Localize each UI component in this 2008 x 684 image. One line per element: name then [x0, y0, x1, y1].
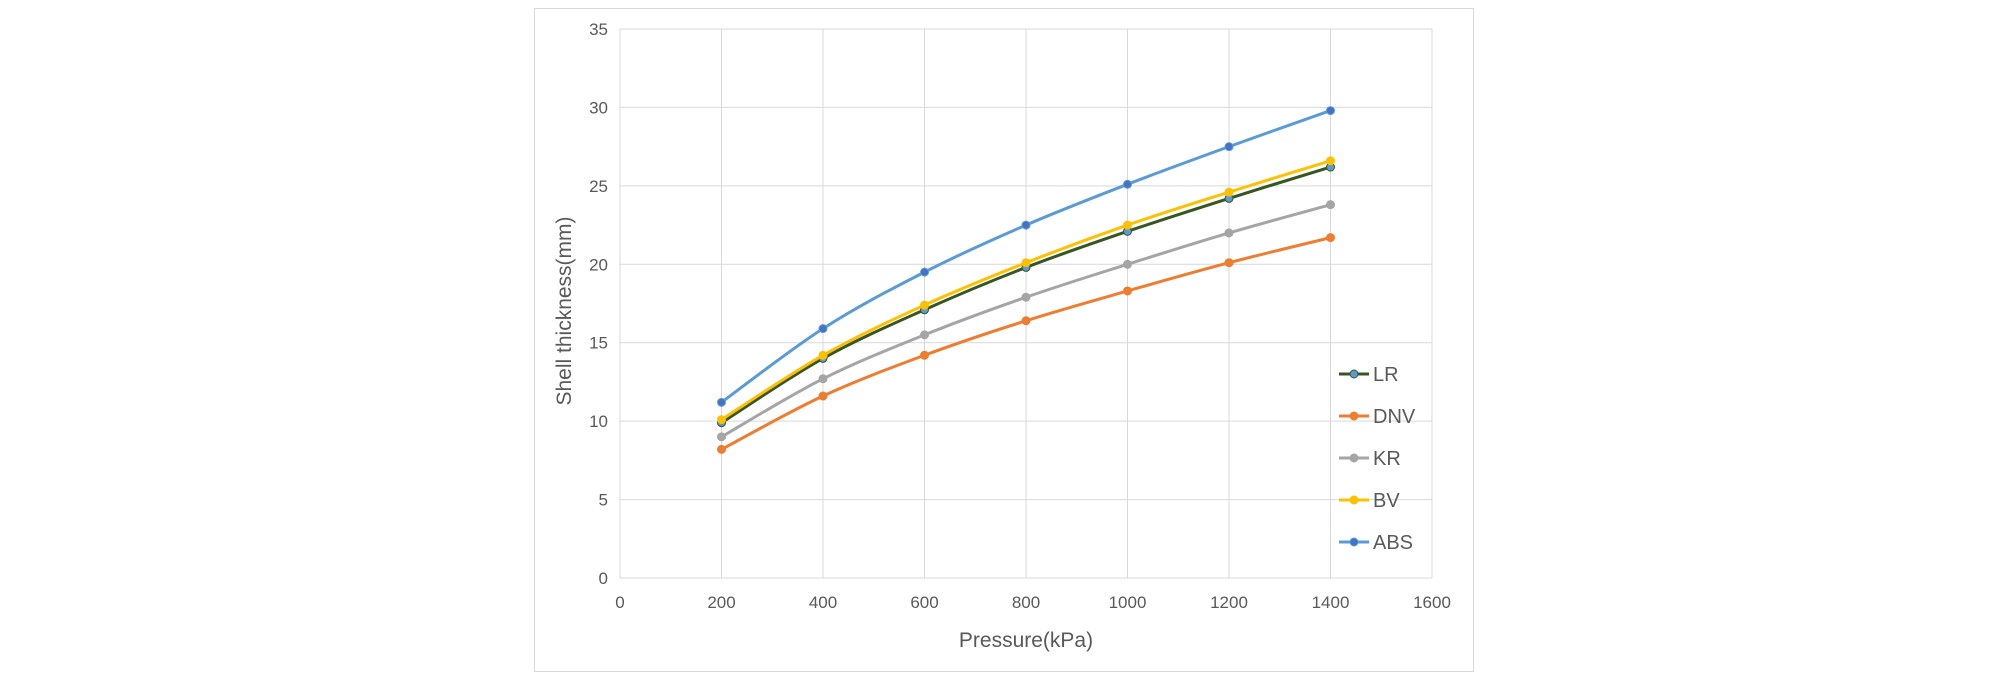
x-tick-label: 1600 — [1413, 593, 1451, 612]
legend-marker — [1349, 537, 1359, 547]
legend-marker — [1349, 369, 1359, 379]
data-point-bv — [717, 415, 726, 425]
legend-item-kr: KR — [1339, 448, 1401, 470]
legend-marker — [1349, 495, 1359, 505]
chart-area: 0 5 10 15 20 25 30 35 0 200 400 600 800 1000 1200 1400 1… — [534, 8, 1474, 672]
x-tick-label: 1400 — [1312, 593, 1350, 612]
y-tick-label: 35 — [589, 20, 608, 39]
legend-label: LR — [1373, 364, 1399, 386]
legend: LR DNV KR BV ABS — [1339, 364, 1416, 554]
data-point-abs — [1326, 106, 1335, 116]
data-point-abs — [818, 324, 828, 334]
data-point-dnv — [920, 350, 929, 360]
legend-label: DNV — [1373, 406, 1416, 428]
x-tick-label: 0 — [615, 593, 624, 612]
line-chart: 0 5 10 15 20 25 30 35 0 200 400 600 800 1000 1200 1400 1… — [553, 20, 1451, 652]
data-point-abs — [1021, 220, 1031, 230]
data-point-kr — [920, 330, 929, 340]
legend-label: ABS — [1373, 532, 1413, 554]
y-tick-label: 5 — [599, 491, 608, 510]
legend-label: BV — [1373, 490, 1400, 512]
legend-marker — [1349, 453, 1359, 463]
data-point-kr — [1021, 292, 1031, 302]
legend-item-bv: BV — [1339, 490, 1400, 512]
data-point-dnv — [1326, 233, 1335, 243]
legend-item-dnv: DNV — [1339, 406, 1416, 428]
y-axis-title: Shell thickness(mm) — [553, 216, 576, 405]
y-tick-label: 0 — [599, 569, 608, 588]
y-tick-label: 20 — [589, 255, 608, 274]
y-tick-label: 15 — [589, 334, 608, 353]
data-point-bv — [1326, 156, 1335, 166]
data-point-abs — [1224, 142, 1234, 152]
legend-label: KR — [1373, 448, 1401, 470]
x-tick-label: 800 — [1012, 593, 1040, 612]
data-point-abs — [717, 397, 726, 407]
data-point-bv — [818, 350, 828, 360]
series-dnv — [717, 233, 1335, 454]
data-point-dnv — [1021, 316, 1031, 326]
data-point-dnv — [1224, 258, 1234, 268]
y-tick-label: 30 — [589, 98, 608, 117]
data-point-kr — [1326, 200, 1335, 210]
data-point-bv — [1123, 220, 1132, 230]
data-point-kr — [717, 432, 726, 442]
series-lines — [717, 106, 1335, 454]
x-tick-label: 400 — [809, 593, 837, 612]
data-point-abs — [920, 267, 929, 277]
data-point-kr — [1123, 259, 1132, 269]
series-abs — [717, 106, 1335, 407]
y-tick-label: 10 — [589, 412, 608, 431]
data-point-kr — [818, 374, 828, 384]
data-point-abs — [1123, 179, 1132, 189]
series-bv — [717, 156, 1335, 425]
legend-marker — [1349, 411, 1359, 421]
data-point-dnv — [1123, 286, 1132, 296]
legend-item-lr: LR — [1339, 364, 1399, 386]
gridlines — [619, 28, 1433, 579]
data-point-dnv — [818, 391, 828, 401]
x-tick-label: 1200 — [1210, 593, 1248, 612]
data-point-bv — [920, 300, 929, 310]
data-point-dnv — [717, 444, 726, 454]
series-kr — [717, 200, 1335, 442]
x-tick-label: 600 — [910, 593, 938, 612]
x-tick-label: 1000 — [1109, 593, 1147, 612]
x-axis-title: Pressure(kPa) — [959, 629, 1093, 652]
data-point-bv — [1021, 258, 1031, 268]
legend-item-abs: ABS — [1339, 532, 1413, 554]
x-tick-label: 200 — [707, 593, 735, 612]
axes: 0 5 10 15 20 25 30 35 0 200 400 600 800 1000 1200 1400 1… — [589, 20, 1451, 612]
data-point-bv — [1224, 187, 1234, 197]
y-tick-label: 25 — [589, 177, 608, 196]
data-point-kr — [1224, 228, 1234, 238]
